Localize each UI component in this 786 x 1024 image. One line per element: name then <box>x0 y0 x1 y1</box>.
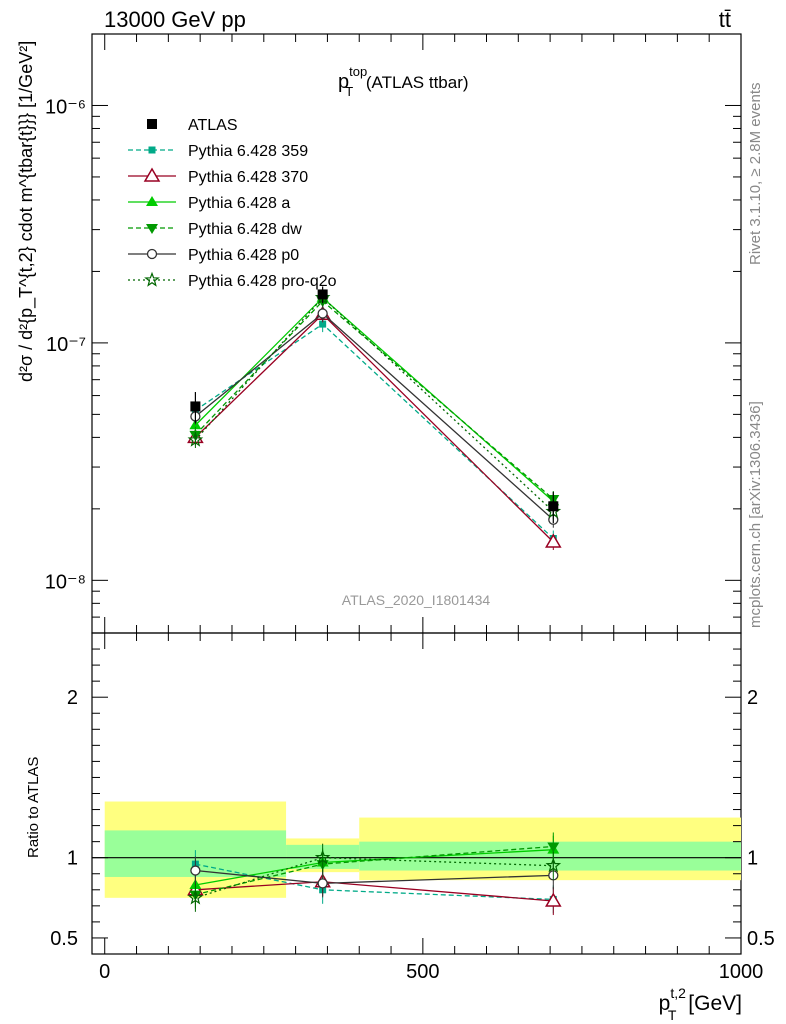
series-pp0 <box>190 305 559 528</box>
process-label: tt̄ <box>719 7 731 32</box>
series-line-pdw <box>194 300 554 500</box>
ratio-marker-pp0 <box>317 878 328 889</box>
ratio-marker-pdw <box>547 842 560 853</box>
ratio-marker-p370 <box>544 892 562 907</box>
y-tick-label: 10⁻⁸ <box>45 571 86 593</box>
legend-label: Pythia 6.428 dw <box>188 221 302 238</box>
ratio-marker-pq2o <box>187 889 204 905</box>
x-tick-label: 1000 <box>719 961 764 983</box>
series-line-pq2o <box>194 296 554 512</box>
legend-entry-p370: Pythia 6.428 370 <box>128 167 308 186</box>
marker-data <box>317 289 328 300</box>
mcplots-label: mcplots.cern.ch [arXiv:1306.3436] <box>747 401 764 628</box>
plot-title: ptop T (ATLAS ttbar) <box>338 64 469 99</box>
legend-label: Pythia 6.428 p0 <box>188 247 299 264</box>
legend-marker <box>146 196 158 206</box>
series-line-p370 <box>194 313 554 543</box>
marker-pq2o <box>187 431 204 447</box>
legend-marker <box>144 271 160 287</box>
legend-entry-pq2o: Pythia 6.428 pro-q2o <box>128 271 337 290</box>
ratio-y-tick-label: 0.5 <box>50 928 78 950</box>
legend-marker <box>148 146 156 154</box>
marker-p370 <box>544 533 562 548</box>
axes-ticks: 10⁻⁸ 10⁻⁷ 10⁻⁶ 0 500 1000 0.5 0.5 1 1 2 2 <box>45 33 775 983</box>
analysis-id: ATLAS_2020_I1801434 <box>342 592 491 608</box>
x-tick-label: 0 <box>99 961 110 983</box>
ratio-y-tick-label: 1 <box>67 848 78 870</box>
ratio-series-pq2o <box>187 843 562 912</box>
series-line-pa <box>194 296 554 502</box>
legend-entry-pdw: Pythia 6.428 dw <box>128 221 302 238</box>
ratio-marker-pq2o <box>545 857 562 873</box>
rivet-label: Rivet 3.1.10, ≥ 2.8M events <box>747 83 764 266</box>
legend-marker <box>143 167 161 182</box>
ratio-y-tick-label-right: 0.5 <box>747 928 775 950</box>
ratio-axis-label: Ratio to ATLAS <box>25 757 42 858</box>
series-p359 <box>191 316 557 547</box>
ratio-y-tick-label: 2 <box>67 687 78 709</box>
collision-label: 13000 GeV pp <box>104 7 246 32</box>
ratio-marker-pq2o <box>314 849 331 865</box>
legend-label: ATLAS <box>188 117 238 134</box>
marker-p359 <box>319 320 327 328</box>
y-axis-label: d²σ / d²{p_T^{t,2} cdot m^{tbar{t}}} [1/… <box>16 41 37 382</box>
legend-entry-data: ATLAS <box>147 117 238 134</box>
legend-entry-pa: Pythia 6.428 a <box>128 195 290 212</box>
ratio-marker-pp0 <box>190 865 201 876</box>
legend-label: Pythia 6.428 pro-q2o <box>188 273 337 290</box>
series-pq2o <box>187 289 562 520</box>
ratio-panel-frame <box>91 632 742 955</box>
legend-label: Pythia 6.428 359 <box>188 143 308 160</box>
ratio-y-tick-label-right: 1 <box>747 848 758 870</box>
x-axis-label: pt,2 T [GeV] <box>659 985 742 1023</box>
marker-pp0 <box>317 308 328 319</box>
ratio-y-tick-label-right: 2 <box>747 687 758 709</box>
series-pa <box>189 289 560 510</box>
legend-entry-pp0: Pythia 6.428 p0 <box>128 247 299 264</box>
marker-data <box>548 501 559 512</box>
marker-data <box>190 401 201 412</box>
ratio-uncertainty-bands <box>104 801 741 898</box>
legend-label: Pythia 6.428 370 <box>188 169 308 186</box>
series-line-p359 <box>195 323 554 539</box>
main-series-layer <box>187 286 562 551</box>
legend-entry-p359: Pythia 6.428 359 <box>128 143 308 160</box>
y-tick-label: 10⁻⁶ <box>45 96 86 118</box>
legend-label: Pythia 6.428 a <box>188 195 290 212</box>
y-tick-label: 10⁻⁷ <box>46 334 86 356</box>
series-data <box>190 286 559 524</box>
legend-marker <box>147 119 157 129</box>
x-tick-label: 500 <box>406 961 439 983</box>
ratio-series-layer <box>187 832 562 916</box>
legend-marker <box>146 224 158 234</box>
legend-marker <box>146 248 158 260</box>
legend: ATLAS Pythia 6.428 359 Pythia 6.428 370 Pyt… <box>128 117 337 290</box>
